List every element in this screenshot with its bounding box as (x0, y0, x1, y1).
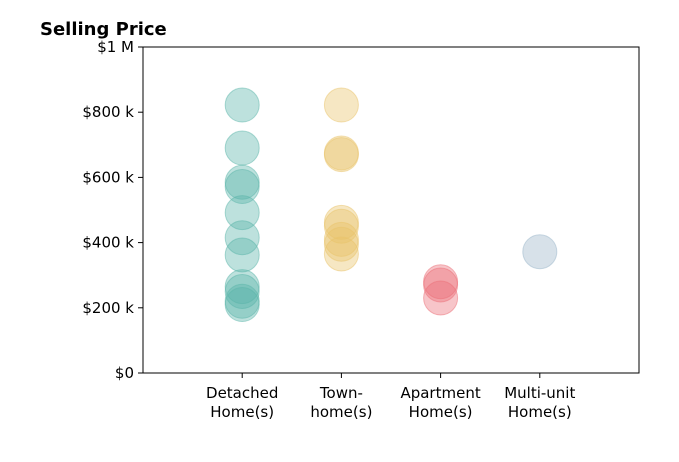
x-tick-label: home(s) (310, 403, 372, 421)
chart-title: Selling Price (40, 19, 167, 40)
data-point (423, 267, 459, 303)
y-tick-label: $600 k (82, 168, 134, 186)
x-tick-label: Multi-unit (504, 384, 575, 402)
x-axis: DetachedHome(s)Town-home(s)ApartmentHome… (206, 373, 575, 421)
y-tick-label: $800 k (82, 103, 134, 121)
y-axis: $0 $200 k $400 k $600 k $800 k $1 M (82, 38, 143, 382)
data-point (224, 274, 260, 309)
data-point (323, 137, 359, 173)
x-tick-label: Apartment (400, 384, 480, 402)
y-tick-label: $400 k (82, 234, 134, 252)
data-point (323, 236, 359, 272)
data-point (224, 287, 260, 323)
data-point (323, 226, 359, 262)
data-point (423, 280, 459, 316)
data-point (323, 208, 359, 244)
data-point (224, 195, 260, 231)
y-tick-label: $1 M (97, 38, 134, 56)
data-point (323, 87, 359, 123)
data-point (323, 221, 359, 257)
data-point (224, 269, 260, 305)
data-point (224, 130, 260, 166)
data-points (224, 87, 558, 323)
x-tick-label: Town- (319, 384, 363, 402)
data-point (224, 169, 260, 205)
data-point (224, 164, 260, 200)
x-tick-label: Detached (206, 384, 278, 402)
data-point (522, 234, 558, 270)
data-point (224, 87, 260, 123)
y-tick-label: $200 k (82, 299, 134, 317)
data-point (224, 237, 260, 273)
plot-frame (142, 46, 640, 374)
x-tick-label: Home(s) (409, 403, 473, 421)
x-tick-label: Home(s) (508, 403, 572, 421)
y-tick-label: $0 (115, 364, 134, 382)
x-tick-label: Home(s) (210, 403, 274, 421)
